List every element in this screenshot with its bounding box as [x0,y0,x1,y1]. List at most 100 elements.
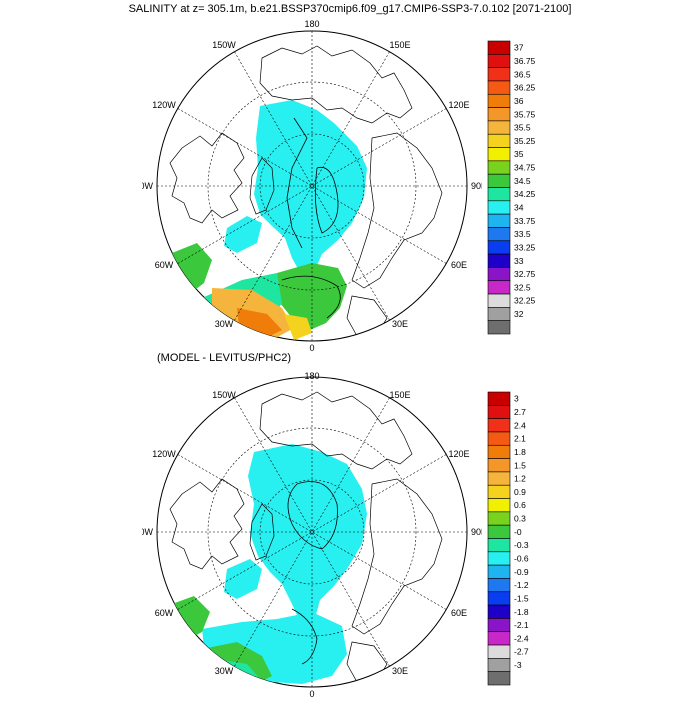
colorbar-tick-label: 32.5 [514,282,531,292]
longitude-labels: 180 150E 120E 90E 60E 30E 0 30W 60W 90W … [142,19,482,353]
lon-label-180: 180 [304,19,319,29]
colorbar-swatch [487,471,511,486]
colorbar-swatch [487,93,511,108]
lon-label-60w: 60W [155,260,174,270]
arctic-basin-fill [248,444,367,626]
colorbar-swatch [487,133,511,148]
colorbar-tick-label: 2.4 [514,420,526,430]
colorbar-swatch [487,644,511,659]
colorbar-swatch [487,564,511,579]
colorbar-tick-label: 1.2 [514,474,526,484]
baffin-cyan-fill [224,559,262,599]
contour-line [287,481,338,550]
lon-label-60e: 60E [451,260,467,270]
contour-line [314,166,339,234]
colorbar-tick-label: 34.75 [514,163,536,173]
colorbar-swatch [487,405,511,419]
colorbar-tick-label: 32.25 [514,296,536,306]
lon-label-180: 180 [304,371,319,381]
colorbar-swatch [487,444,511,459]
colorbar-swatch [487,538,511,553]
coastline [259,45,413,124]
colorbar-tick-label: 35.75 [514,109,536,119]
colorbar-swatch [487,107,511,122]
lon-label-120e: 120E [448,449,469,459]
colorbar-tick-label: -3 [514,660,522,670]
colorbar-swatch [487,320,511,335]
colorbar-tick-label: 32.75 [514,269,536,279]
colorbar-tick-label: 37 [514,43,524,53]
contour-line [281,275,341,319]
colorbar-tick-label: 36.75 [514,56,536,66]
lon-label-90w: 90W [142,181,153,191]
colorbar-swatch [487,80,511,95]
colorbar-tick-label: -2.7 [514,647,529,657]
colorbar-swatch [487,213,511,228]
baffin-cyan-fill [224,216,262,253]
colorbar-swatch [487,458,511,473]
colorbar-tick-label: -1.5 [514,593,529,603]
colorbar-swatch [487,280,511,295]
colorbar-tick-label: 1.5 [514,460,526,470]
colorbar-swatch [487,67,511,82]
atlantic-yellow-fill [284,314,312,340]
lon-label-30w: 30W [215,666,234,676]
lon-label-30e: 30E [392,319,408,329]
colorbar-tick-label: 0.3 [514,514,526,524]
colorbar-swatch [487,604,511,619]
colorbar-tick-label: -1.2 [514,580,529,590]
colorbar-swatch [487,671,511,686]
colorbar-tick-label: 2.1 [514,434,526,444]
contour-line [291,608,318,665]
colorbar-swatch [487,160,511,175]
difference-panel-title: (MODEL - LEVITUS/PHC2) [157,352,292,364]
greenland-coastline [249,503,275,561]
colorbar-tick-label: 1.8 [514,447,526,457]
colorbar-tick-label: 2.7 [514,407,526,417]
salinity-colorbar: 37 36.75 36.5 36.25 36 35.75 35.5 35.25 35 34.75 3… [487,40,536,335]
colorbar-tick-label: -0.6 [514,553,529,563]
colorbar-swatch [487,293,511,308]
colorbar-swatch [487,524,511,539]
colorbar-tick-label: 0.6 [514,500,526,510]
greenland-coastline [249,157,275,215]
colorbar-swatch [487,227,511,242]
salinity-difference-colorbar: 3 2.7 2.4 2.1 1.8 1.5 1.2 0.9 0.6 0.3 -0 -0.3 -0.6 -0… [487,391,529,686]
colorbar-swatch [487,240,511,255]
lon-label-90w: 90W [142,527,153,537]
colorbar-swatch [487,187,511,202]
salinity-difference-polar-map: 180 150E 120E 90E 60E 30E 0 30W 60W 90W … [142,371,482,699]
colorbar-swatch [487,578,511,593]
colorbar-swatch [487,418,511,433]
colorbar-tick-label: 3 [514,394,519,404]
lon-label-60w: 60W [155,608,174,618]
graticule [157,377,467,687]
lon-label-120e: 120E [448,100,469,110]
lon-label-150w: 150W [212,40,236,50]
colorbar-swatch [487,431,511,446]
colorbar-tick-label: 33.25 [514,242,536,252]
salinity-polar-map: 180 150E 120E 90E 60E 30E 0 30W 60W 90W … [142,19,482,353]
colorbar-swatch [487,307,511,321]
colorbar-swatch [487,551,511,566]
colorbar-tick-label: 36.5 [514,69,531,79]
colorbar-tick-label: -0 [514,527,522,537]
colorbar-swatch [487,391,511,406]
coastline [169,132,245,224]
coastline [169,478,245,570]
colorbar-swatch [487,120,511,135]
colorbar-swatch [487,200,511,215]
lon-label-120w: 120W [152,100,176,110]
colorbar-swatch [487,618,511,633]
colorbar-tick-label: 0.9 [514,487,526,497]
coastline [351,132,443,289]
colorbar-swatch [487,631,511,646]
lon-label-0: 0 [309,343,314,353]
colorbar-tick-label: 35.25 [514,136,536,146]
lon-label-30e: 30E [392,666,408,676]
colorbar-swatch [487,147,511,162]
lon-label-60e: 60E [451,608,467,618]
colorbar-tick-label: 35 [514,149,524,159]
colorbar-tick-label: -0.9 [514,567,529,577]
colorbar-tick-label: 34 [514,202,524,212]
